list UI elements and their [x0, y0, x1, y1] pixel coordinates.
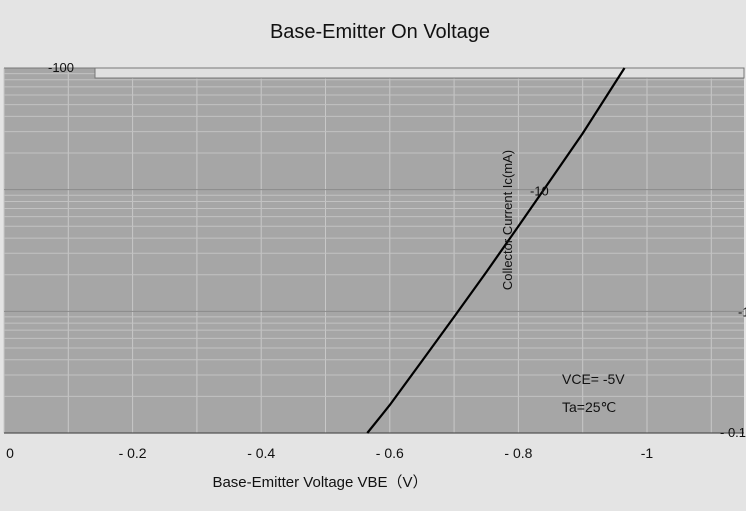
x-tick-label: 0 [6, 445, 14, 461]
x-axis-label: Base-Emitter Voltage VBE（V） [212, 474, 427, 491]
y-tick-label: -10 [530, 184, 549, 199]
x-tick-label: - 0.4 [247, 445, 275, 461]
y-tick-label: -1 [738, 304, 746, 319]
annotation-vce: VCE= -5V [562, 371, 625, 387]
x-tick-label: -1 [641, 445, 654, 461]
annotation-temperature: Ta=25℃ [562, 399, 616, 415]
top-band [95, 68, 744, 78]
y-axis-label: Collector Current Ic(mA) [500, 150, 515, 290]
x-tick-label: - 0.8 [504, 445, 532, 461]
chart-title: Base-Emitter On Voltage [270, 21, 490, 43]
y-tick-label: - 0.1 [720, 425, 746, 440]
y-tick-label: -100 [48, 60, 74, 75]
x-tick-label: - 0.2 [119, 445, 147, 461]
plot-area [4, 68, 744, 433]
x-tick-label: - 0.6 [376, 445, 404, 461]
